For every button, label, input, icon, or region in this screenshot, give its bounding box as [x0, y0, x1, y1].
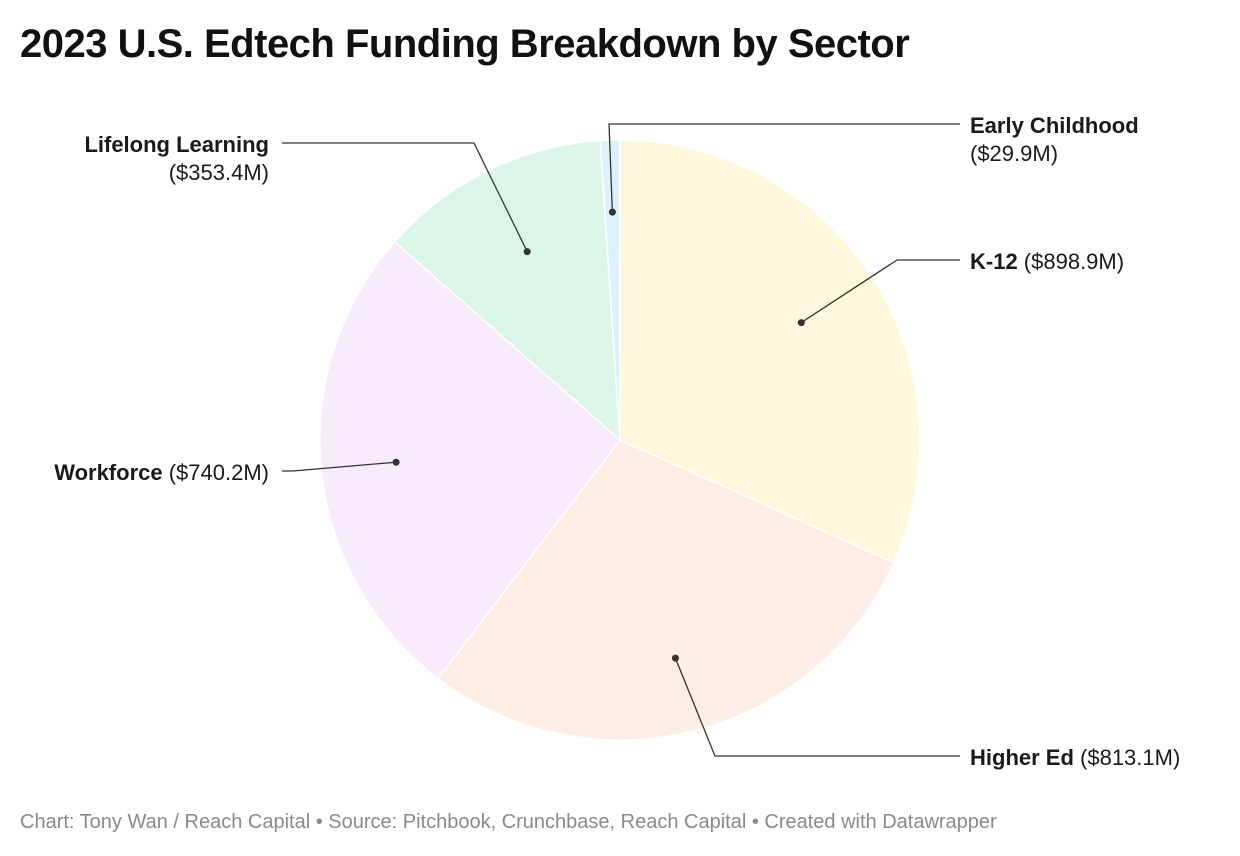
chart-footer: Chart: Tony Wan / Reach Capital • Source…: [20, 811, 997, 833]
slice-label-name-higher-ed: Higher Ed: [970, 745, 1074, 770]
chart-title: 2023 U.S. Edtech Funding Breakdown by Se…: [20, 22, 910, 66]
pie-slice-higher-ed: [436, 439, 895, 741]
leader-line-early-childhood: [608, 123, 960, 213]
leader-dot-higher-ed: [671, 654, 679, 662]
slice-label-value-k-12: ($898.9M): [1018, 249, 1124, 274]
leader-lines: [282, 123, 960, 757]
leader-dot-lifelong-learning: [523, 248, 531, 256]
slice-label-value-early-childhood: ($29.9M): [970, 141, 1058, 166]
slice-label-name-lifelong-learning: Lifelong Learning: [84, 132, 269, 157]
slice-label-value-workforce: ($740.2M): [163, 460, 269, 485]
leader-dot-workforce: [392, 458, 400, 466]
pie-slice-workforce: [319, 240, 622, 680]
leader-line-k-12: [800, 259, 960, 324]
leader-dot-early-childhood: [608, 208, 616, 216]
leader-line-lifelong-learning: [282, 142, 528, 252]
slice-label-value-lifelong-learning: ($353.4M): [169, 160, 269, 185]
slice-label-workforce: Workforce ($740.2M): [54, 460, 269, 485]
slice-label-k-12: K-12 ($898.9M): [970, 249, 1124, 274]
leader-dot-k-12: [797, 319, 805, 327]
pie-slices: [319, 139, 921, 741]
slice-label-value-higher-ed: ($813.1M): [1074, 745, 1180, 770]
slice-label-name-workforce: Workforce: [54, 460, 162, 485]
slice-label-higher-ed: Higher Ed ($813.1M): [970, 745, 1180, 770]
slice-label-name-early-childhood: Early Childhood: [970, 113, 1139, 138]
leader-line-higher-ed: [674, 657, 960, 757]
leader-line-workforce: [282, 461, 397, 472]
slice-label-name-k-12: K-12: [970, 249, 1018, 274]
slice-labels: K-12 ($898.9M) Higher Ed ($813.1M) Workfor…: [54, 113, 1180, 770]
